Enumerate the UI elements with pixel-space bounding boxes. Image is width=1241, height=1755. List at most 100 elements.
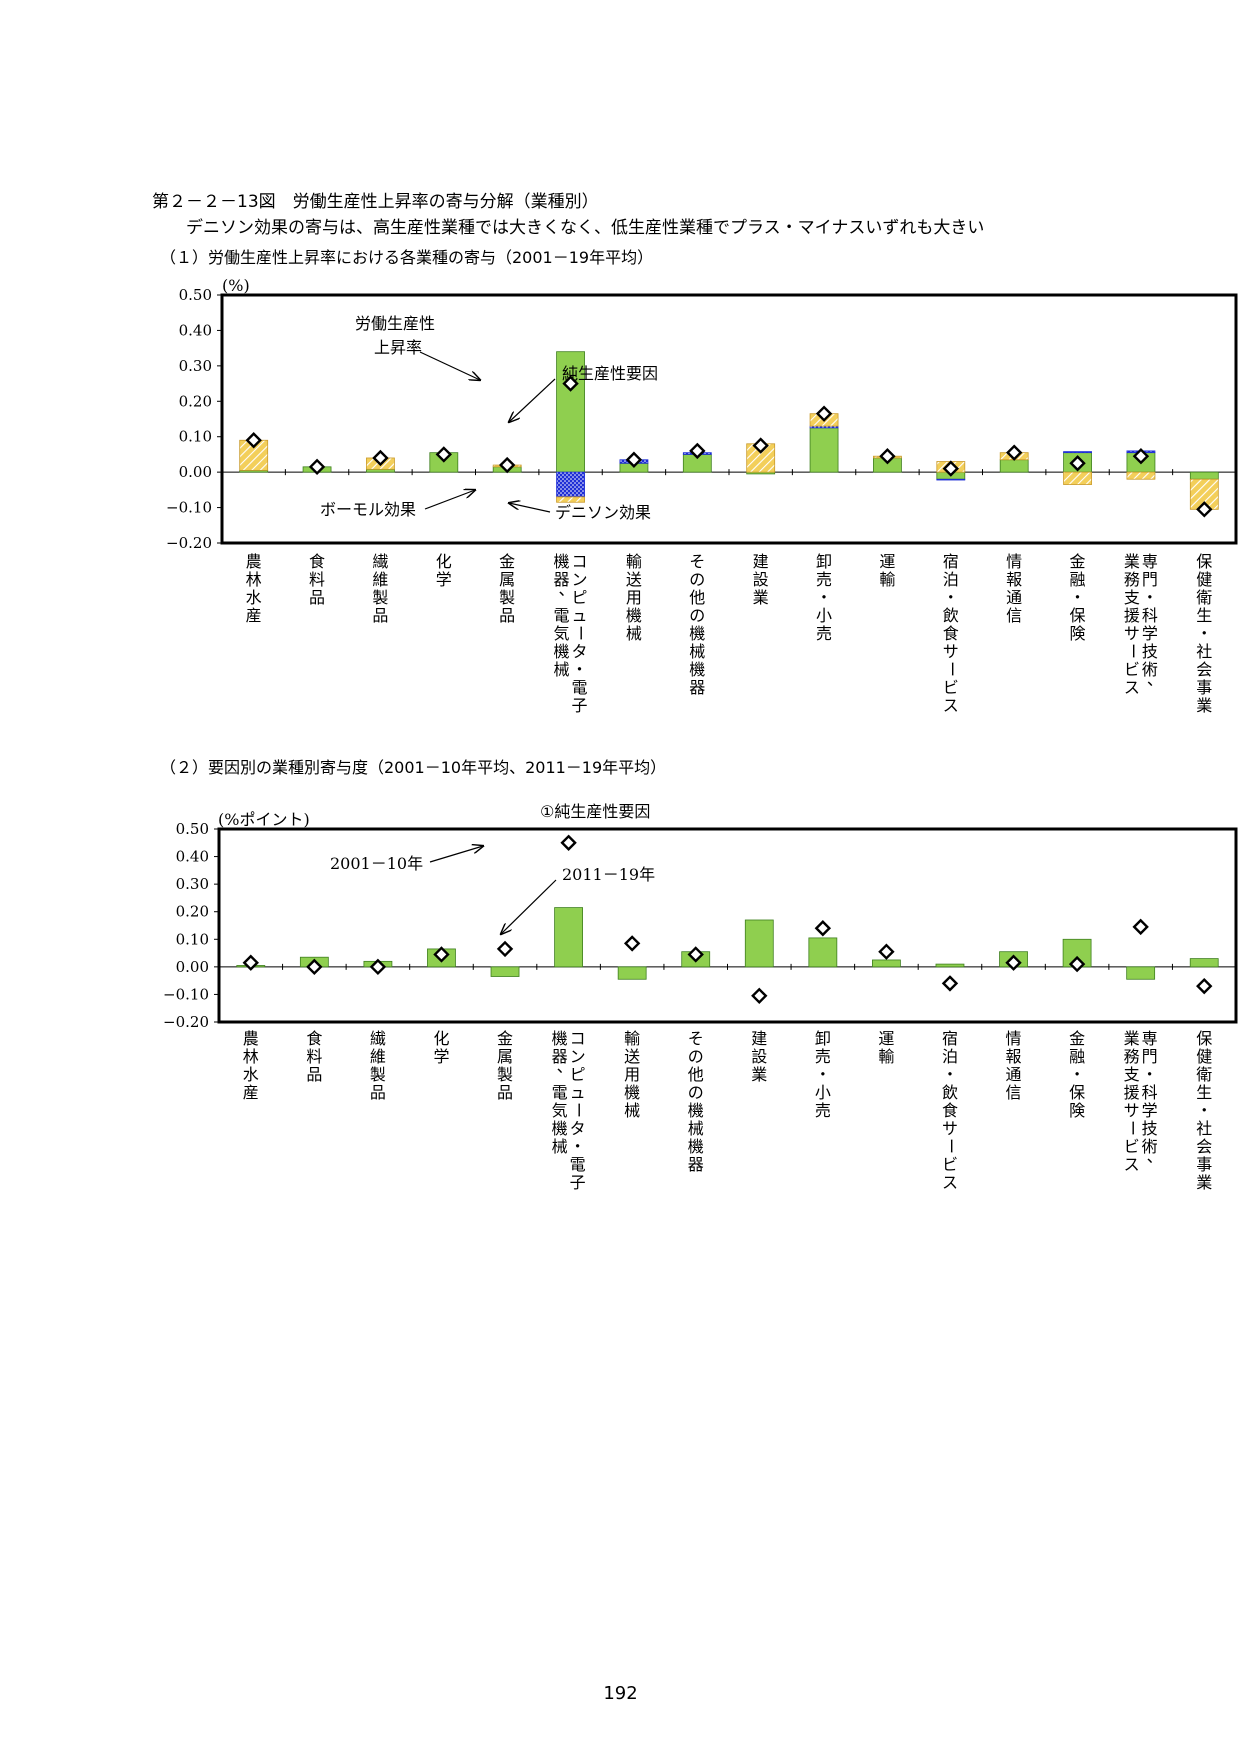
c2-ytick-label: −0.20 xyxy=(163,1013,209,1031)
c2-category-label: そ xyxy=(688,1029,704,1048)
c2-category-label: ・ xyxy=(815,1065,831,1084)
c2-category-label: 製 xyxy=(497,1065,513,1084)
c1-marker-労働生産性上昇率 xyxy=(1005,444,1023,461)
c2-category-label: 通 xyxy=(1006,1065,1022,1084)
c1-category-label: 小 xyxy=(816,606,832,625)
c1-category-label: ュ xyxy=(572,606,588,625)
c1-ytick-label: 0.50 xyxy=(179,286,212,304)
c2-category-label: 品 xyxy=(370,1083,386,1102)
c2-category-label: 食 xyxy=(942,1101,958,1120)
c2-ytick-label: 0.40 xyxy=(176,848,209,866)
c2-marker-2001－10年 xyxy=(242,954,259,971)
c2-category-label: 気 xyxy=(552,1101,568,1120)
c2-category-label: 子 xyxy=(570,1173,586,1192)
c2-bar-2011－19年 xyxy=(617,966,647,980)
c2-category-label: 泊 xyxy=(942,1047,958,1066)
c1-category-label: 会 xyxy=(1196,660,1212,679)
c1-bar-純生産性要因 xyxy=(556,351,585,473)
c1-category-label: 保 xyxy=(1070,606,1086,625)
c1-category-label: 門 xyxy=(1142,570,1158,589)
c2-category-label: 情 xyxy=(1006,1029,1022,1048)
c1-category-label: 健 xyxy=(1196,570,1212,589)
c2-category-label: 、 xyxy=(557,1057,573,1076)
c1-category-label: 製 xyxy=(499,588,515,607)
c2-category-label: 衛 xyxy=(1196,1065,1212,1084)
c1-category-label: 建 xyxy=(753,552,769,571)
c1-bar-ボーモル効果 xyxy=(1063,451,1092,454)
c1-ytick-label: 0.40 xyxy=(179,321,212,339)
c2-category-label: 社 xyxy=(1196,1119,1212,1138)
c1-category-label: ビ xyxy=(943,678,959,697)
c1-category-label: の xyxy=(689,570,705,589)
c1-category-label: 輸 xyxy=(879,570,895,589)
c1-category-label: 設 xyxy=(753,570,769,589)
c1-category-label: 気 xyxy=(554,624,570,643)
c2-category-label: 務 xyxy=(1124,1047,1140,1066)
c2-category-label: 門 xyxy=(1142,1047,1158,1066)
c1-category-label: 通 xyxy=(1006,588,1022,607)
c2-category-label: 業 xyxy=(751,1065,767,1084)
c1-category-label: 農 xyxy=(246,552,262,571)
c2-marker-2001－10年 xyxy=(1196,977,1213,995)
c2-category-label: 、 xyxy=(1147,1147,1163,1166)
c1-category-label: 技 xyxy=(1142,642,1158,661)
c1-marker-労働生産性上昇率 xyxy=(435,446,453,463)
c2-marker-2001－10年 xyxy=(560,834,577,851)
chart2-net-productivity: 0.50 0.40 0.30 0.20 0.10 0.00 −0.10 −0.20 (%ポイン… xyxy=(163,810,1238,1192)
c2-category-label: ー xyxy=(941,1138,960,1154)
c1-marker-労働生産性上昇率 xyxy=(879,448,896,465)
c1-bar-デニソン効果 xyxy=(1063,471,1092,485)
c1-category-label: 械 xyxy=(554,660,570,679)
c1-category-label: 支 xyxy=(1124,588,1140,607)
c2-marker-2001－10年 xyxy=(369,958,387,976)
c2-category-label: 金 xyxy=(497,1029,513,1048)
c1-category-label: 品 xyxy=(309,588,325,607)
figure-title: 第２－２－13図 労働生産性上昇率の寄与分解（業種別） xyxy=(152,192,599,212)
c1-ytick-label: −0.10 xyxy=(166,499,212,517)
c2-category-label: 保 xyxy=(1069,1083,1085,1102)
c1-category-label: そ xyxy=(689,552,705,571)
c2-category-label: ・ xyxy=(1069,1065,1085,1084)
c1-category-label: 機 xyxy=(689,624,705,643)
chart1-labor-productivity-contribution: 0.50 0.40 0.30 0.20 0.10 0.00 −0.10 −0.20 (%) 労… xyxy=(166,276,1238,715)
c1-marker-労働生産性上昇率 xyxy=(498,456,516,474)
page-number: 192 xyxy=(603,1683,638,1704)
c1-category-label: 料 xyxy=(309,570,325,589)
c2-category-label: 械 xyxy=(552,1137,568,1156)
chart1-unit: (%) xyxy=(222,276,250,295)
annotation-labor-productivity-1: 労働生産性 xyxy=(355,314,435,333)
c2-category-label: 金 xyxy=(1069,1029,1085,1048)
c2-category-label: 送 xyxy=(624,1047,640,1066)
c2-ytick-label: −0.10 xyxy=(163,985,209,1003)
c1-category-label: ー xyxy=(942,661,961,677)
c1-category-label: 科 xyxy=(1142,606,1158,625)
c1-category-label: 信 xyxy=(1006,606,1022,625)
c2-ytick-label: 0.30 xyxy=(176,875,209,893)
c1-category-label: 学 xyxy=(436,570,452,589)
c1-bar-純生産性要因 xyxy=(999,459,1029,473)
c1-bar-純生産性要因 xyxy=(809,427,839,473)
c1-category-label: 業 xyxy=(1124,552,1140,571)
c2-category-label: 械 xyxy=(624,1101,640,1120)
c2-category-label: 機 xyxy=(624,1083,640,1102)
figure-subtitle: デニソン効果の寄与は、高生産性業種では大きくなく、低生産性業種でプラス・マイナス… xyxy=(186,218,985,238)
c2-bar-2011－19年 xyxy=(744,919,774,968)
c1-category-label: 報 xyxy=(1006,570,1022,589)
c2-marker-2001－10年 xyxy=(496,940,514,958)
c1-category-label: 金 xyxy=(1070,552,1086,571)
c2-category-label: 援 xyxy=(1124,1083,1140,1102)
c2-category-label: 水 xyxy=(243,1065,259,1084)
c1-bar-デニソン効果 xyxy=(556,496,585,503)
c1-category-label: 用 xyxy=(626,588,642,607)
c2-category-label: ビ xyxy=(942,1155,958,1174)
c1-category-label: 器 xyxy=(554,570,570,589)
c1-category-label: の xyxy=(689,606,705,625)
c1-category-label: 製 xyxy=(372,588,388,607)
c1-category-label: 電 xyxy=(572,678,588,697)
c1-marker-労働生産性上昇率 xyxy=(752,437,769,454)
c2-ytick-label: 0.20 xyxy=(176,903,209,921)
c1-bar-ボーモル効果 xyxy=(556,471,585,498)
c1-category-label: ス xyxy=(1124,678,1140,697)
c2-category-label: ュ xyxy=(570,1083,586,1102)
c1-marker-労働生産性上昇率 xyxy=(1132,448,1150,465)
